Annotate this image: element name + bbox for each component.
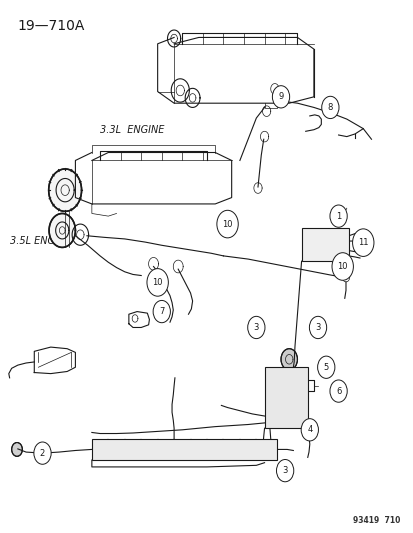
Text: 7: 7 [159, 307, 164, 316]
Text: 2: 2 [40, 449, 45, 458]
Circle shape [34, 442, 51, 464]
Circle shape [12, 442, 22, 456]
Text: 19—710A: 19—710A [18, 19, 85, 33]
Circle shape [147, 269, 168, 296]
FancyBboxPatch shape [92, 439, 276, 460]
FancyBboxPatch shape [301, 228, 348, 261]
Circle shape [329, 380, 347, 402]
Circle shape [309, 317, 326, 338]
Text: 93419  710: 93419 710 [352, 516, 399, 525]
Text: 1: 1 [335, 212, 340, 221]
Circle shape [352, 229, 373, 256]
Circle shape [280, 349, 297, 370]
Text: 11: 11 [357, 238, 368, 247]
Text: 3.3L  ENGINE: 3.3L ENGINE [100, 125, 164, 135]
Circle shape [272, 86, 289, 108]
Circle shape [49, 169, 81, 212]
Text: 6: 6 [335, 386, 340, 395]
Circle shape [216, 211, 237, 238]
Text: 3: 3 [253, 323, 259, 332]
Circle shape [300, 419, 318, 441]
Text: 3.5L ENGINE: 3.5L ENGINE [9, 236, 71, 246]
Text: 5: 5 [323, 363, 328, 372]
Text: 10: 10 [152, 278, 162, 287]
Circle shape [321, 96, 338, 118]
Circle shape [331, 253, 353, 280]
Text: 3: 3 [282, 466, 287, 475]
Circle shape [329, 205, 347, 227]
FancyBboxPatch shape [264, 367, 307, 428]
Text: 10: 10 [337, 262, 347, 271]
Text: 9: 9 [278, 92, 283, 101]
Text: 3: 3 [315, 323, 320, 332]
Circle shape [247, 317, 264, 338]
Circle shape [317, 356, 334, 378]
Text: 8: 8 [327, 103, 332, 112]
Circle shape [153, 301, 170, 322]
Circle shape [276, 459, 293, 482]
Text: 4: 4 [306, 425, 312, 434]
Text: 10: 10 [222, 220, 232, 229]
Circle shape [49, 214, 75, 247]
